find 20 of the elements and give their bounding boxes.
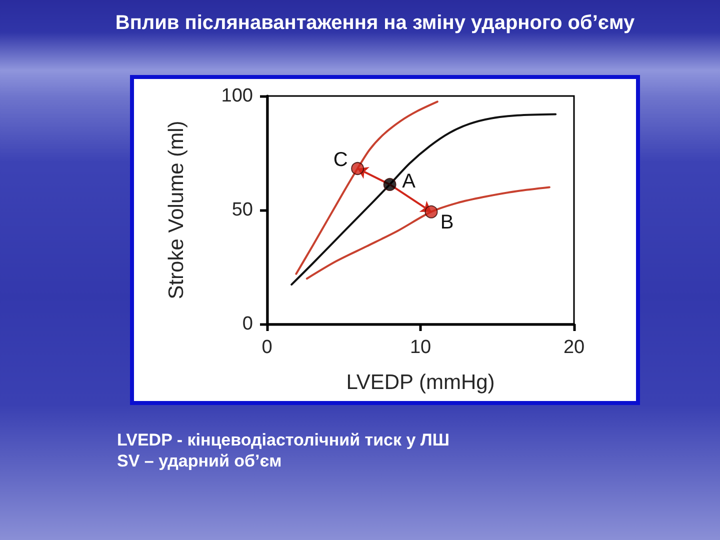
text: SV – ударний об’єм — [117, 452, 282, 470]
point — [383, 178, 396, 191]
y-axis-title: Stroke Volume (ml) — [165, 120, 188, 300]
x-axis-title: LVEDP (mmHg) — [346, 371, 495, 394]
line-series — [290, 113, 557, 286]
point — [351, 162, 364, 175]
annotation: B — [440, 211, 454, 234]
annotation: C — [333, 149, 348, 172]
line-series — [306, 186, 550, 280]
line-series — [295, 100, 438, 275]
annotation: A — [402, 170, 416, 192]
x-tick-label: 20 — [563, 337, 585, 358]
x-tick-label: 10 — [410, 337, 432, 358]
chart-title: Вплив післянавантаження на зміну ударного об’єму — [115, 12, 636, 34]
text: LVEDP - кінцеводіастолічний тиск у ЛШ — [117, 430, 450, 450]
x-tick-label: 0 — [262, 337, 272, 358]
y-tick-label: 100 — [221, 86, 253, 106]
y-tick-label: 50 — [232, 200, 253, 220]
y-tick-label: 0 — [242, 314, 253, 334]
point — [424, 205, 438, 218]
